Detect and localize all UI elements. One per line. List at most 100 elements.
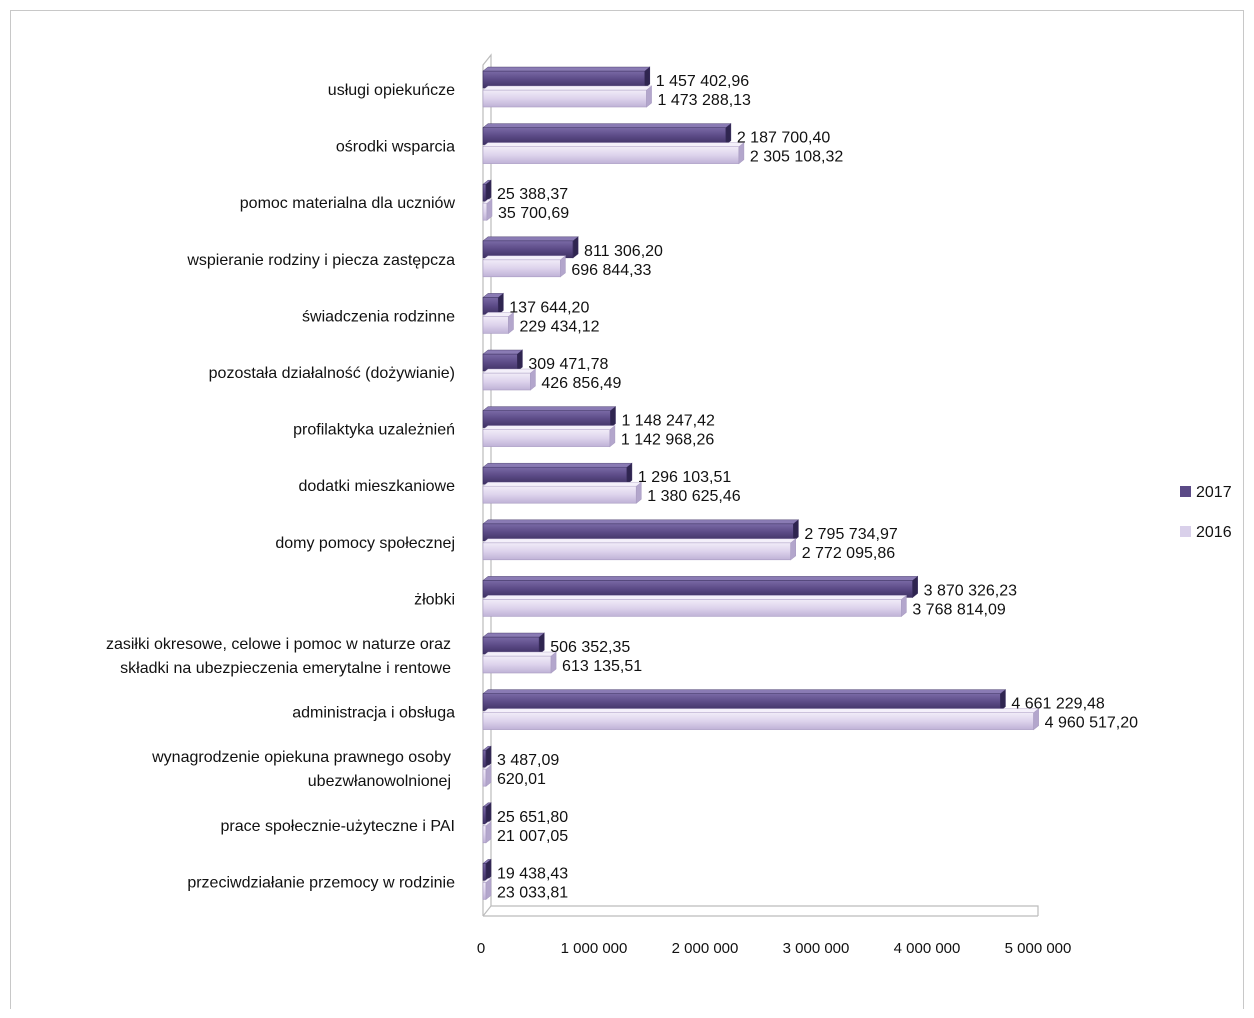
category-label: dodatki mieszkaniowe <box>298 478 455 495</box>
category-label: zasiłki okresowe, celowe i pomoc w natur… <box>106 636 451 653</box>
category-label: świadczenia rodzinne <box>302 308 455 325</box>
legend-label-2016: 2016 <box>1196 524 1232 541</box>
bar-top <box>482 859 492 864</box>
chart-frame <box>10 10 1244 1009</box>
data-label-2016: 426 856,49 <box>541 375 621 392</box>
data-label-2016: 21 007,05 <box>497 828 568 845</box>
data-label-2016: 696 844,33 <box>571 262 651 279</box>
bar-top <box>482 199 493 204</box>
bar-top <box>482 293 504 298</box>
bar-top <box>482 802 492 807</box>
bar-top <box>482 878 492 883</box>
data-label-2017: 1 148 247,42 <box>621 413 715 430</box>
bar-top <box>482 519 799 524</box>
bar-2017 <box>482 122 732 146</box>
bar-2016 <box>482 85 653 108</box>
legend-swatch-2017 <box>1180 486 1191 497</box>
category-label: administracja i obsługa <box>292 705 455 722</box>
category-label: usługi opiekuńcze <box>328 82 455 99</box>
bar-2016 <box>482 707 1040 731</box>
bar-2017 <box>482 405 617 429</box>
bar-top <box>482 312 515 317</box>
bar-body <box>482 749 487 768</box>
bar-top <box>482 85 653 91</box>
data-label-2016: 2 772 095,86 <box>802 545 896 562</box>
x-tick-label: 5 000 000 <box>1005 940 1072 957</box>
bar-top <box>482 66 651 72</box>
bar-2017 <box>482 858 492 882</box>
bar-body <box>482 297 499 315</box>
data-label-2017: 25 388,37 <box>497 186 568 203</box>
bar-top <box>482 425 616 430</box>
x-tick-label: 3 000 000 <box>783 940 850 957</box>
bar-2016 <box>482 255 566 278</box>
bar-body <box>482 655 552 674</box>
bar-2016 <box>482 368 536 391</box>
bar-top <box>482 406 617 411</box>
bar-2016 <box>482 538 797 561</box>
bar-top <box>482 349 523 355</box>
bar-2016 <box>482 651 557 674</box>
x-tick-label: 0 <box>477 940 485 957</box>
x-tick-label: 1 000 000 <box>561 940 628 957</box>
bar-top <box>482 595 907 600</box>
data-label-2016: 35 700,69 <box>498 205 569 222</box>
bar-2017 <box>482 802 492 825</box>
category-label: ubezwłanowolnionej <box>308 773 451 790</box>
bar-2017 <box>482 66 651 89</box>
bar-body <box>482 89 647 108</box>
bar-2017 <box>482 519 799 542</box>
bar-2016 <box>482 424 616 448</box>
bar-body <box>482 259 561 278</box>
data-label-2017: 19 438,43 <box>497 865 568 882</box>
data-label-2016: 613 135,51 <box>562 658 642 675</box>
bar-top <box>482 651 557 657</box>
bar-2017 <box>482 236 579 259</box>
bar-body <box>482 410 611 428</box>
legend-swatch-2016 <box>1180 526 1191 537</box>
x-tick-label: 4 000 000 <box>894 940 961 957</box>
x-tick-label: 2 000 000 <box>672 940 739 957</box>
bar-body <box>482 636 540 655</box>
bar-top <box>482 368 536 374</box>
bar-2017 <box>482 179 492 202</box>
bar-body <box>482 863 487 881</box>
bar-top <box>482 142 745 147</box>
labels-layer: 0 1 000 000 2 000 000 3 000 000 4 000 000 5 0… <box>106 73 1138 957</box>
bar-2016 <box>482 764 492 787</box>
data-label-2016: 1 380 625,46 <box>647 488 741 505</box>
bar-top <box>482 123 732 128</box>
data-label-2017: 25 651,80 <box>497 809 568 826</box>
bar-2016 <box>482 877 492 901</box>
data-label-2017: 309 471,78 <box>528 356 608 373</box>
bar-body <box>482 353 518 372</box>
data-label-2016: 1 473 288,13 <box>658 92 752 109</box>
bar-top <box>482 689 1006 694</box>
bars-layer <box>482 66 1040 901</box>
bar-body <box>482 202 488 221</box>
bar-2017 <box>482 462 633 485</box>
data-label-2017: 2 187 700,40 <box>737 130 831 147</box>
bar-top <box>482 708 1040 713</box>
legend: 2017 2016 <box>1180 484 1232 541</box>
bar-top <box>482 236 579 241</box>
bar-body <box>482 146 740 164</box>
bar-2017 <box>482 349 523 372</box>
category-label: przeciwdziałanie przemocy w rodzinie <box>187 874 455 891</box>
category-label: ośrodki wsparcia <box>336 139 455 156</box>
category-label: pomoc materialna dla uczniów <box>240 195 456 212</box>
category-label: składki na ubezpieczenia emerytalne i re… <box>120 660 451 677</box>
bar-body <box>482 485 637 504</box>
bar-body <box>482 372 531 391</box>
data-label-2017: 3 870 326,23 <box>924 582 1018 599</box>
bar-2017 <box>482 688 1006 712</box>
category-axis-floor <box>482 905 1039 917</box>
data-label-2017: 1 457 402,96 <box>656 73 750 90</box>
bar-body <box>482 693 1001 711</box>
category-label: domy pomocy społecznej <box>275 535 455 552</box>
bar-2016 <box>482 594 907 618</box>
bar-2016 <box>482 481 642 504</box>
bar-body <box>482 127 727 145</box>
bar-body <box>482 882 487 900</box>
